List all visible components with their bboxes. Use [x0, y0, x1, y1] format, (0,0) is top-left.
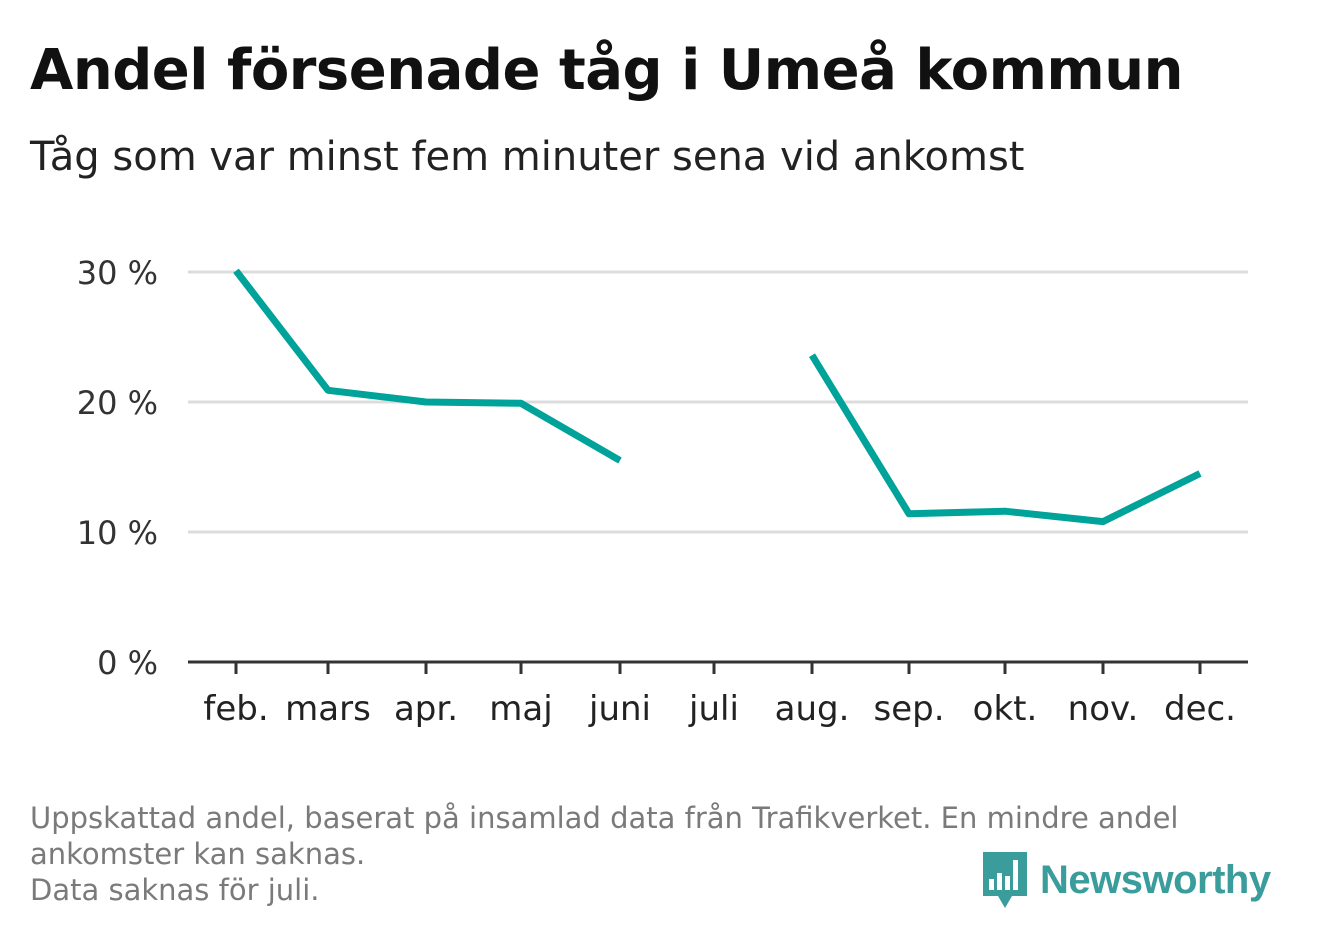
- x-tick-label: juli: [688, 689, 739, 729]
- footnote-line: Uppskattad andel, baserat på insamlad da…: [30, 801, 1179, 835]
- x-tick-label: juni: [588, 689, 651, 729]
- x-tick-label: mars: [285, 689, 371, 729]
- x-tick-label: sep.: [873, 689, 944, 729]
- y-tick-label: 30 %: [77, 254, 158, 292]
- chart-subtitle: Tåg som var minst fem minuter sena vid a…: [30, 134, 1025, 180]
- chart-title: Andel försenade tåg i Umeå kommun: [30, 38, 1184, 103]
- chart-footnote: Uppskattad andel, baserat på insamlad da…: [30, 800, 1280, 908]
- bar-chart-speech-bubble-icon: [983, 852, 1027, 908]
- y-tick-label: 20 %: [77, 384, 158, 422]
- x-tick-label: apr.: [394, 689, 458, 729]
- logo-text: Newsworthy: [1040, 857, 1271, 902]
- y-tick-label: 10 %: [77, 514, 158, 552]
- y-tick-label: 0 %: [97, 644, 158, 682]
- footnote-line: Data saknas för juli.: [30, 873, 320, 907]
- series-line: [233, 268, 622, 464]
- series-line: [809, 353, 1202, 526]
- newsworthy-logo: Newsworthy: [980, 848, 1271, 912]
- line-chart: 0 % 10 % 20 % 30 % feb. mars apr. maj juni juli au…: [77, 254, 1248, 729]
- x-tick-label: maj: [489, 689, 552, 729]
- x-tick-label: nov.: [1068, 689, 1139, 729]
- x-tick-label: aug.: [775, 689, 850, 729]
- x-tick-label: dec.: [1164, 689, 1236, 729]
- footnote-line: ankomster kan saknas.: [30, 837, 366, 871]
- x-tick-label: okt.: [973, 689, 1038, 729]
- x-tick-label: feb.: [203, 689, 268, 729]
